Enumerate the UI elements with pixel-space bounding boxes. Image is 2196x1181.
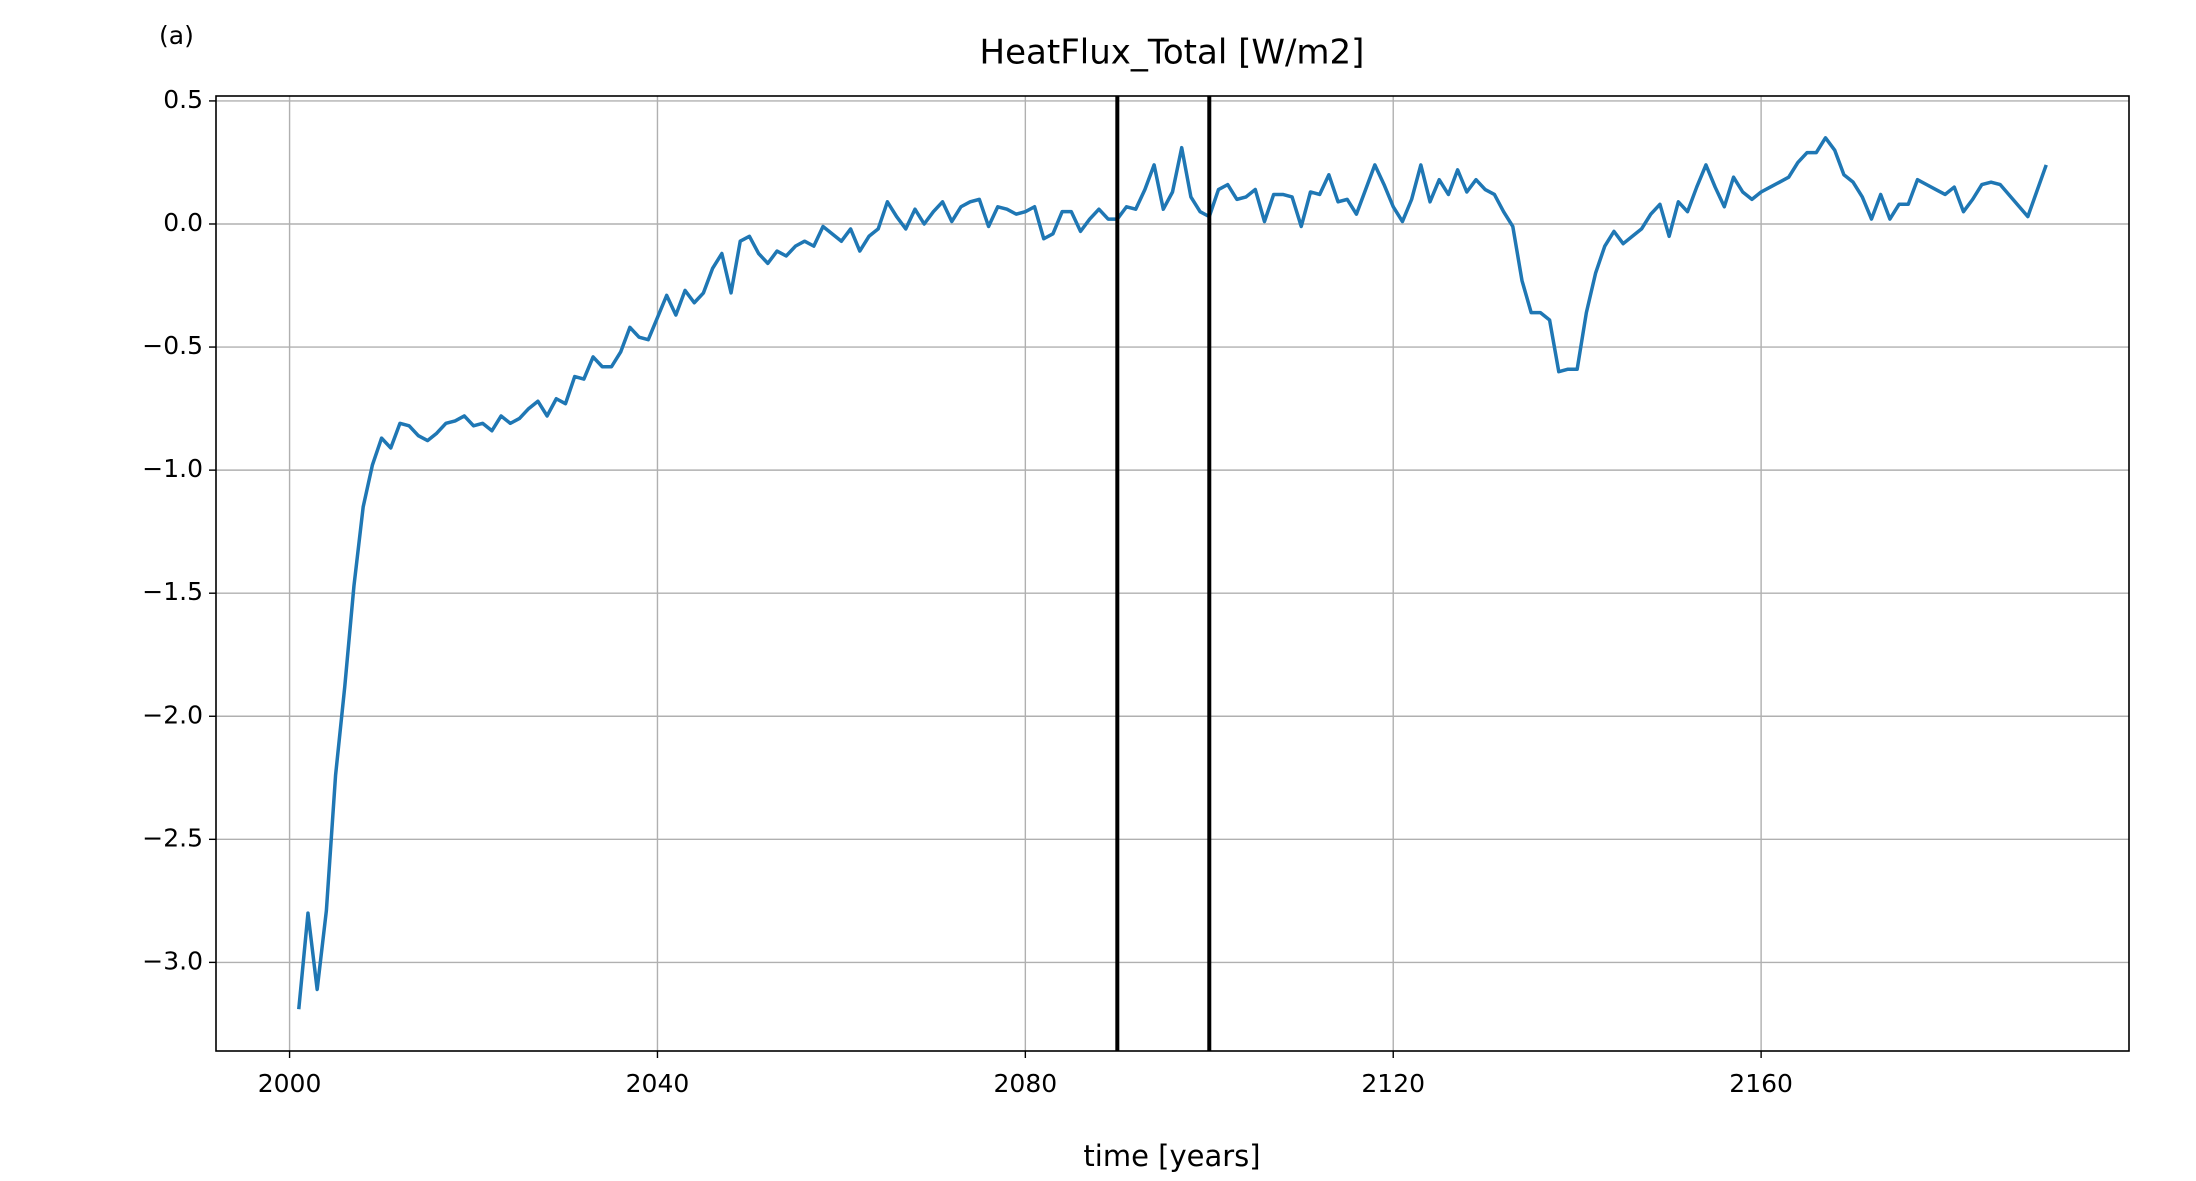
x-axis-label: time [years] (1083, 1139, 1260, 1173)
y-tick-label: −1.5 (142, 577, 203, 606)
plot-frame (215, 95, 2130, 1052)
y-tick-label: 0.5 (163, 85, 203, 114)
chart-title: HeatFlux_Total [W/m2] (980, 33, 1365, 73)
x-tick-label: 2040 (626, 1069, 690, 1098)
x-tick-label: 2080 (994, 1069, 1058, 1098)
y-tick-label: −1.0 (142, 454, 203, 483)
x-tick-label: 2160 (1729, 1069, 1793, 1098)
y-tick-label: −2.0 (142, 700, 203, 729)
x-tick-label: 2000 (258, 1069, 322, 1098)
y-tick-label: −2.5 (142, 823, 203, 852)
y-tick-label: −3.0 (142, 946, 203, 975)
x-tick-label: 2120 (1361, 1069, 1425, 1098)
panel-label: (a) (159, 21, 194, 50)
data-line (297, 136, 2048, 1010)
y-tick-label: 0.0 (163, 208, 203, 237)
y-tick-label: −0.5 (142, 331, 203, 360)
